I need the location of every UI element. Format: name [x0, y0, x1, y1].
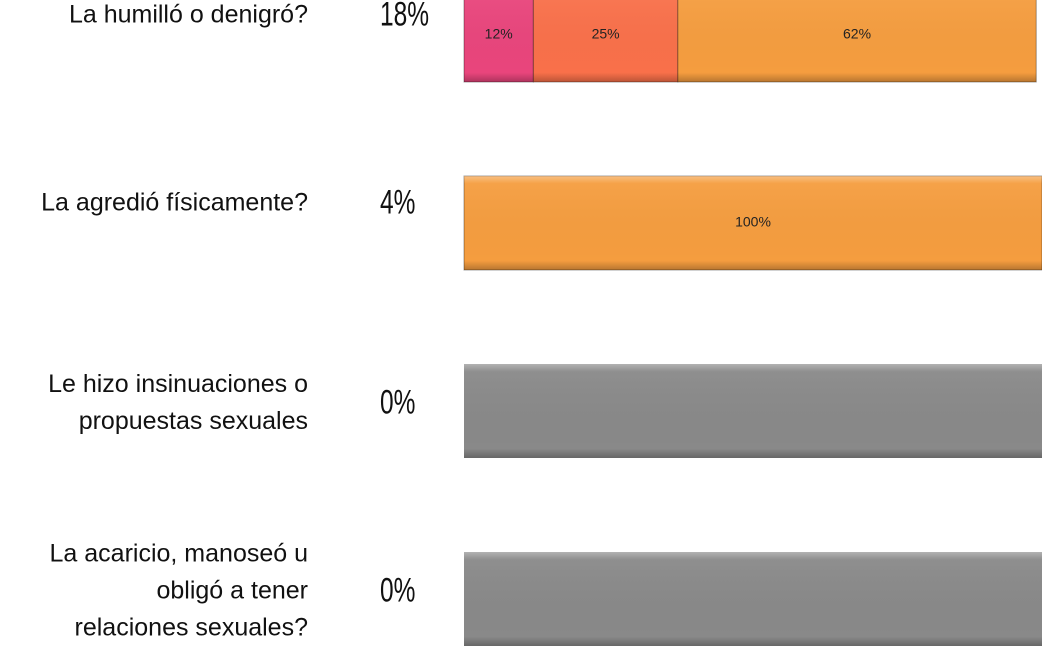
- value-label: 12%: [485, 26, 513, 42]
- share-label: 0%: [380, 383, 416, 422]
- bar-bevel: [533, 0, 678, 82]
- category-label: La agredió físicamente?: [41, 188, 308, 217]
- bar-bevel: [464, 552, 1042, 646]
- share-label: 0%: [380, 571, 416, 610]
- share-label: 18%: [380, 0, 430, 34]
- bar-bevel: [464, 364, 1042, 458]
- bar-bevel: [464, 176, 1042, 270]
- value-label: 62%: [843, 26, 871, 42]
- bar-bevel: [677, 0, 1037, 82]
- value-label: 100%: [735, 214, 771, 230]
- value-label: 25%: [592, 26, 620, 42]
- share-label: 4%: [380, 183, 416, 222]
- category-label: Le hizo insinuaciones o propuestas sexua…: [48, 370, 308, 435]
- bar-bevel: [464, 0, 534, 82]
- category-label: La humilló o denigró?: [68, 0, 308, 29]
- category-label: La acaricio, manoseó u obligó a tener re…: [49, 539, 308, 642]
